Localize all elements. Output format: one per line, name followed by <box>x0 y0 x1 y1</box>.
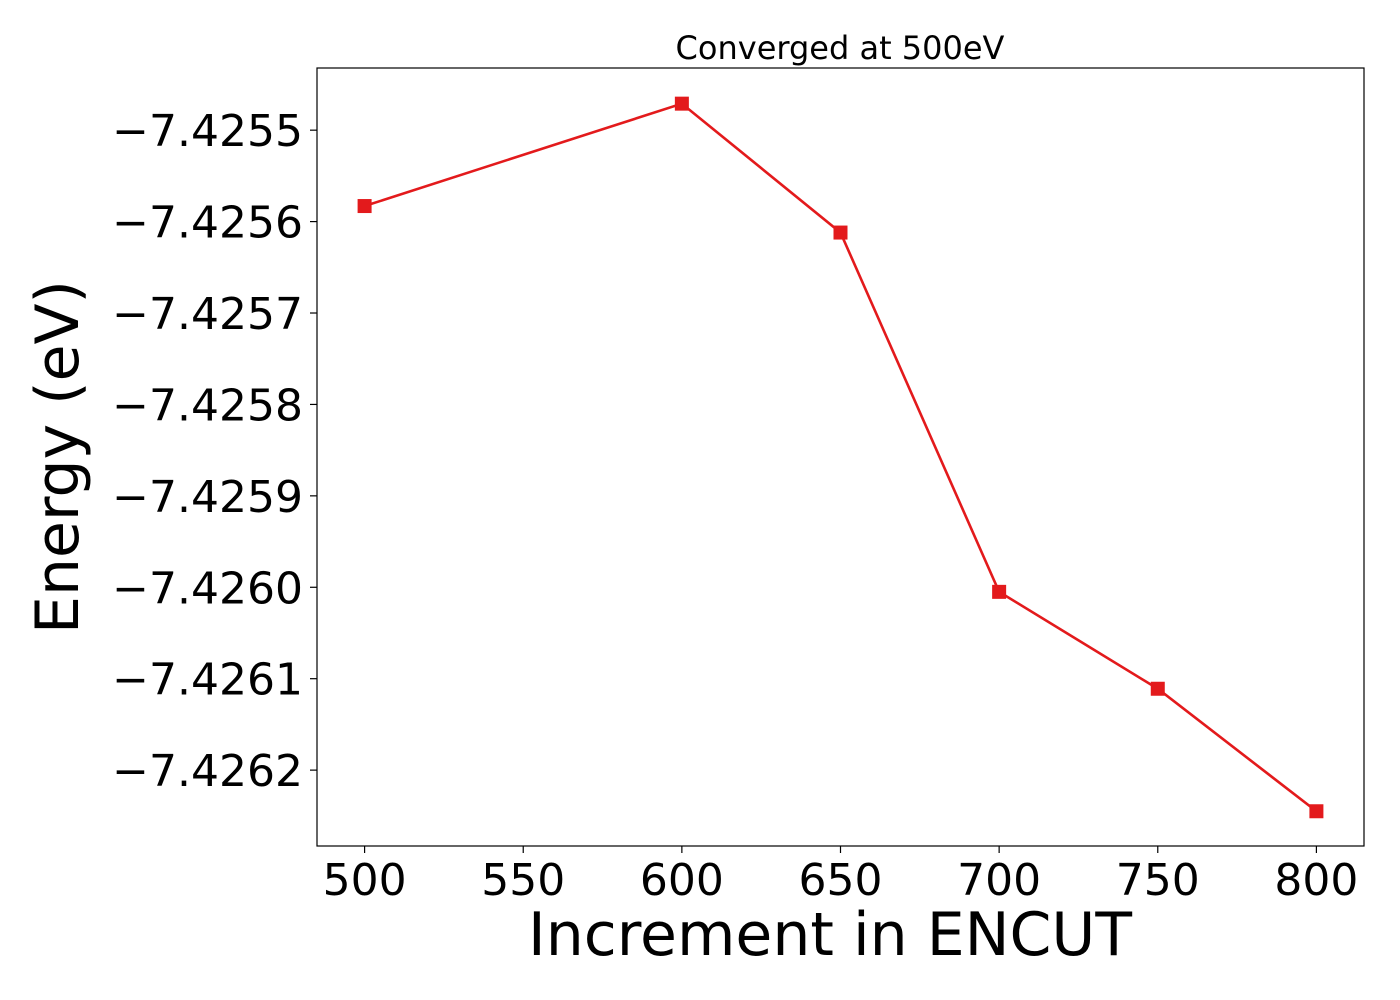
y-tick-label: −7.4262 <box>112 746 303 797</box>
series-line <box>364 102 1318 813</box>
y-tick-label: −7.4256 <box>112 198 303 249</box>
x-tick-group: 500 550 600 650 700 750 800 <box>323 846 1358 906</box>
x-tick-label: 550 <box>481 855 565 906</box>
y-tick-label: −7.4255 <box>112 106 303 157</box>
y-tick-label: −7.4261 <box>112 655 303 706</box>
y-axis-label: Energy (eV) <box>23 280 93 634</box>
data-point <box>992 584 1007 599</box>
x-tick-label: 700 <box>957 855 1041 906</box>
x-tick-label: 650 <box>799 855 883 906</box>
plot-frame <box>316 67 1365 847</box>
x-axis-label: Increment in ENCUT <box>528 900 1132 970</box>
x-tick-label: 800 <box>1274 855 1358 906</box>
y-tick-label: −7.4258 <box>112 380 303 431</box>
data-point <box>1309 804 1324 819</box>
data-point <box>833 225 848 240</box>
chart-title: Converged at 500eV <box>676 29 1005 67</box>
plot-series <box>357 96 1324 819</box>
y-tick-label: −7.4257 <box>112 289 303 340</box>
data-point <box>357 199 372 214</box>
data-point <box>674 96 689 111</box>
x-tick-label: 750 <box>1116 855 1200 906</box>
data-point <box>1150 681 1165 696</box>
y-tick-label: −7.4260 <box>112 563 303 614</box>
y-tick-group: −7.4255 −7.4256 −7.4257 −7.4258 −7.4259 −7.42… <box>112 106 317 797</box>
x-tick-label: 600 <box>640 855 724 906</box>
x-tick-label: 500 <box>323 855 407 906</box>
y-tick-label: −7.4259 <box>112 472 303 523</box>
